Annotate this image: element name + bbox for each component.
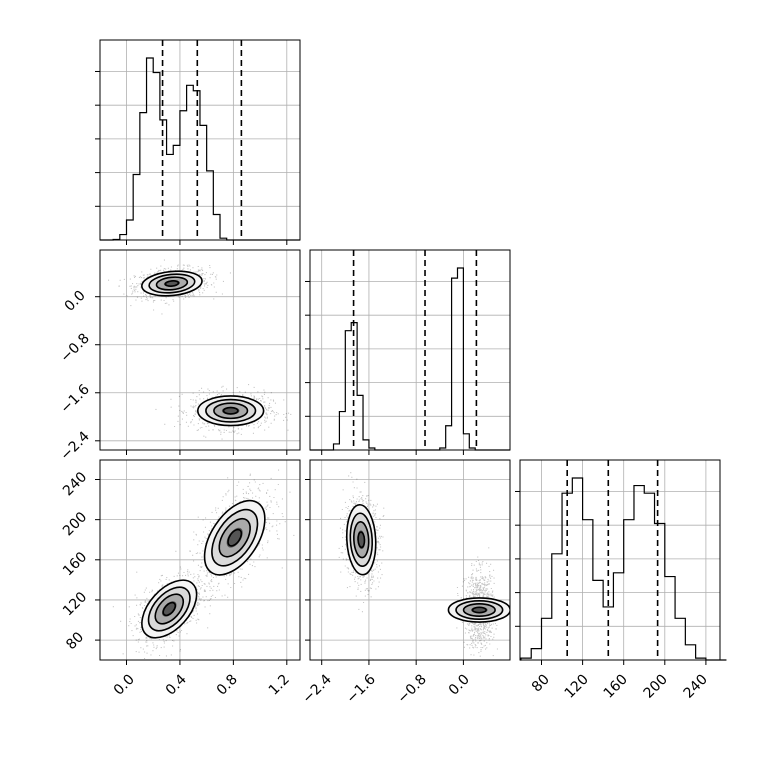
x1-tick-labels: 0.0 0.4 0.8 1.2 [111,671,293,698]
contour-line [218,517,251,558]
contour-line [196,395,265,427]
x1-tick-label: 0.8 [214,672,241,699]
x1-tick-label: 0.0 [111,672,138,699]
contour-line [203,499,266,576]
x3-tick-label: 160 [601,672,631,702]
contour-line [462,602,496,617]
joint-panel-x3_vs_x2 [305,459,511,665]
joint-panel-x2_vs_x1 [95,249,301,455]
histogram-x2 [309,267,510,451]
contour-line [345,503,377,576]
x3-row-tick-label: 200 [60,509,90,539]
x2-tick-label: 0.0 [446,672,473,699]
contour-line [455,599,504,620]
plot-layer [95,39,727,665]
panel-frame [519,459,721,661]
x2-tick-label: −1.6 [343,671,378,706]
x2-tick-labels: −2.4 −1.6 −0.8 0.0 [299,671,472,706]
contour-line [213,402,249,420]
contour-line [164,280,180,287]
x3-tick-label: 80 [529,672,553,696]
panel-frame [309,249,511,451]
panel-frame [99,249,301,451]
x3-row-tick-labels: 80 120 160 200 240 [60,469,90,653]
contour-line [349,512,374,567]
contour-line [211,508,259,567]
x3-row-tick-label: 240 [60,469,90,499]
marginal-panel-x3 [515,459,727,665]
x2-tick-label: −0.8 [394,672,429,707]
density-level [161,601,177,617]
marginal-panel-x1 [95,39,301,245]
x2-tick-label: −2.4 [299,671,334,706]
x1-tick-label: 0.4 [163,671,190,698]
x3-tick-label: 120 [562,672,592,702]
contour-line [154,593,185,625]
density-level [226,527,243,548]
contour-line [141,270,203,297]
contour-line [162,601,177,617]
x3-row-tick-label: 160 [60,549,90,579]
panel-frame [99,459,301,661]
contour-line [227,528,243,547]
contour-line [147,586,191,632]
x3-tick-labels: 80 120 160 200 240 [529,672,711,702]
contour-line [357,531,366,549]
x2-row-tick-label: −0.8 [57,330,92,365]
contour-line [471,606,487,614]
joint-panel-content [100,460,300,660]
x3-row-tick-label: 80 [63,629,87,653]
panel-frame [99,39,301,241]
x3-tick-label: 240 [681,672,711,702]
x3-tick-label: 200 [641,672,671,702]
panel-frame [309,459,511,661]
contour-line [447,597,510,623]
x3-row-tick-label: 120 [60,589,90,619]
contour-line [222,406,239,415]
contour-line [148,273,196,294]
x2-row-tick-label: −1.6 [57,381,92,416]
histogram-x3 [520,477,727,661]
marginal-panel-x2 [305,249,511,455]
x1-tick-label: 1.2 [266,672,293,699]
joint-panel-x3_vs_x1 [95,459,301,665]
contour-line [205,398,257,423]
contour-line [353,521,370,559]
contour-line [155,276,189,291]
histogram-x1 [100,57,300,241]
joint-panel-content [310,460,510,660]
x2-row-tick-label: −2.4 [57,428,92,463]
contour-line [141,579,198,639]
x2-row-tick-labels: −2.4 −1.6 −0.8 0.0 [57,288,92,464]
x2-row-tick-label: 0.0 [62,288,89,315]
joint-panel-content [100,250,300,450]
